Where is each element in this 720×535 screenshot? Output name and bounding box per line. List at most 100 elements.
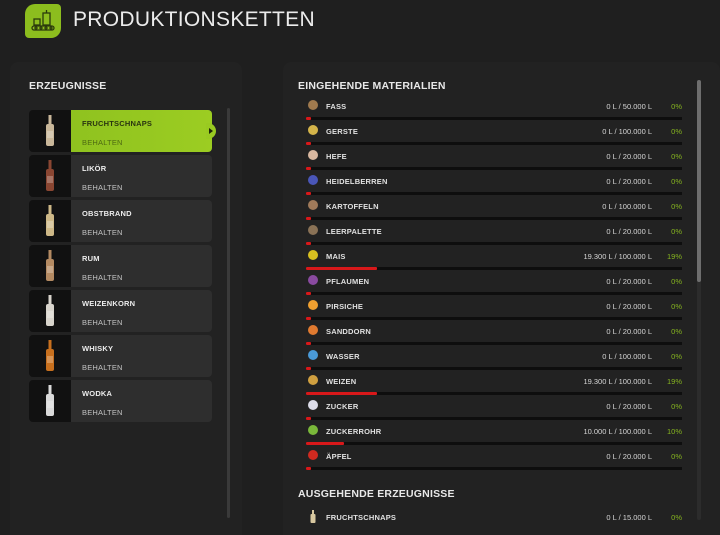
product-status: BEHALTEN [82, 183, 123, 192]
material-fill-level [306, 317, 311, 320]
material-row: PFLAUMEN 0 L / 20.000 L 0% [306, 271, 684, 296]
material-amount: 0 L / 20.000 L [606, 327, 652, 336]
product-item[interactable]: FRUCHTSCHNAPS BEHALTEN [29, 110, 216, 152]
material-fill-level [306, 267, 378, 270]
outgoing-percent: 0% [671, 513, 682, 522]
peach-icon [306, 299, 320, 311]
bottle-icon [29, 200, 71, 242]
sugarcane-icon [306, 424, 320, 436]
outgoing-name: FRUCHTSCHNAPS [326, 513, 397, 522]
material-amount: 0 L / 20.000 L [606, 177, 652, 186]
yeast-icon [306, 149, 320, 161]
material-percent: 0% [671, 302, 682, 311]
material-row: WASSER 0 L / 100.000 L 0% [306, 346, 684, 371]
material-fill-bar [306, 217, 682, 220]
product-name: WODKA [82, 389, 113, 398]
material-row: ZUCKER 0 L / 20.000 L 0% [306, 396, 684, 421]
product-item[interactable]: LIKÖR BEHALTEN [29, 155, 212, 197]
product-status: BEHALTEN [82, 408, 123, 417]
product-item[interactable]: OBSTBRAND BEHALTEN [29, 200, 212, 242]
material-percent: 0% [671, 202, 682, 211]
material-name: LEERPALETTE [326, 227, 382, 236]
material-name: KARTOFFELN [326, 202, 379, 211]
material-row: FASS 0 L / 50.000 L 0% [306, 96, 684, 121]
material-amount: 19.300 L / 100.000 L [583, 377, 652, 386]
material-fill-bar [306, 142, 682, 145]
material-percent: 0% [671, 152, 682, 161]
factory-production-icon [25, 4, 61, 38]
plum-icon [306, 274, 320, 286]
material-fill-level [306, 367, 311, 370]
material-row: ÄPFEL 0 L / 20.000 L 0% [306, 446, 684, 471]
material-row: PIRSICHE 0 L / 20.000 L 0% [306, 296, 684, 321]
material-fill-bar [306, 117, 682, 120]
product-item[interactable]: RUM BEHALTEN [29, 245, 212, 287]
material-name: HEIDELBERREN [326, 177, 388, 186]
product-status: BEHALTEN [82, 228, 123, 237]
sea-buckthorn-icon [306, 324, 320, 336]
material-name: ZUCKER [326, 402, 359, 411]
material-percent: 0% [671, 227, 682, 236]
apple-icon [306, 449, 320, 461]
material-fill-level [306, 142, 311, 145]
material-percent: 19% [666, 377, 682, 386]
product-status: BEHALTEN [82, 318, 123, 327]
material-amount: 0 L / 20.000 L [606, 302, 652, 311]
product-item[interactable]: WEIZENKORN BEHALTEN [29, 290, 212, 332]
product-status: BEHALTEN [82, 363, 123, 372]
outgoing-products-title: AUSGEHENDE ERZEUGNISSE [298, 488, 455, 500]
bottle-icon [29, 290, 71, 332]
material-fill-bar [306, 317, 682, 320]
material-name: GERSTE [326, 127, 359, 136]
material-percent: 0% [671, 277, 682, 286]
material-amount: 0 L / 50.000 L [606, 102, 652, 111]
material-fill-bar [306, 167, 682, 170]
material-fill-level [306, 117, 311, 120]
selected-arrow-icon [206, 123, 216, 139]
bottle-icon [29, 245, 71, 287]
bottle-icon [29, 155, 71, 197]
material-name: FASS [326, 102, 347, 111]
material-fill-level [306, 342, 311, 345]
material-fill-level [306, 442, 344, 445]
material-percent: 0% [671, 102, 682, 111]
material-fill-bar [306, 192, 682, 195]
material-percent: 0% [671, 127, 682, 136]
empty-pallet-icon [306, 224, 320, 236]
product-name: WHISKY [82, 344, 114, 353]
blueberries-icon [306, 174, 320, 186]
product-name: FRUCHTSCHNAPS [82, 119, 153, 128]
products-section-title: ERZEUGNISSE [29, 80, 107, 92]
product-name: RUM [82, 254, 100, 263]
materials-scrollbar[interactable] [697, 80, 701, 520]
material-name: PFLAUMEN [326, 277, 370, 286]
material-percent: 0% [671, 177, 682, 186]
material-amount: 0 L / 20.000 L [606, 402, 652, 411]
product-status: BEHALTEN [82, 138, 123, 147]
page-title: PRODUKTIONSKETTEN [73, 8, 315, 31]
barley-icon [306, 124, 320, 136]
product-item[interactable]: WODKA BEHALTEN [29, 380, 212, 422]
material-amount: 0 L / 20.000 L [606, 152, 652, 161]
outgoing-amount: 0 L / 15.000 L [606, 513, 652, 522]
material-name: WASSER [326, 352, 360, 361]
material-amount: 0 L / 100.000 L [602, 127, 652, 136]
materials-panel [283, 62, 720, 535]
product-status: BEHALTEN [82, 273, 123, 282]
material-fill-bar [306, 292, 682, 295]
material-amount: 0 L / 20.000 L [606, 277, 652, 286]
material-fill-bar [306, 267, 682, 270]
material-percent: 0% [671, 327, 682, 336]
bottle-icon [29, 110, 71, 152]
material-name: HEFE [326, 152, 347, 161]
sugar-cubes-icon [306, 399, 320, 411]
material-fill-level [306, 467, 311, 470]
material-row: LEERPALETTE 0 L / 20.000 L 0% [306, 221, 684, 246]
material-fill-bar [306, 467, 682, 470]
material-row: MAIS 19.300 L / 100.000 L 19% [306, 246, 684, 271]
material-fill-level [306, 292, 311, 295]
product-item[interactable]: WHISKY BEHALTEN [29, 335, 212, 377]
material-name: ÄPFEL [326, 452, 352, 461]
materials-scrollbar-thumb[interactable] [697, 80, 701, 282]
products-scrollbar[interactable] [227, 108, 230, 518]
